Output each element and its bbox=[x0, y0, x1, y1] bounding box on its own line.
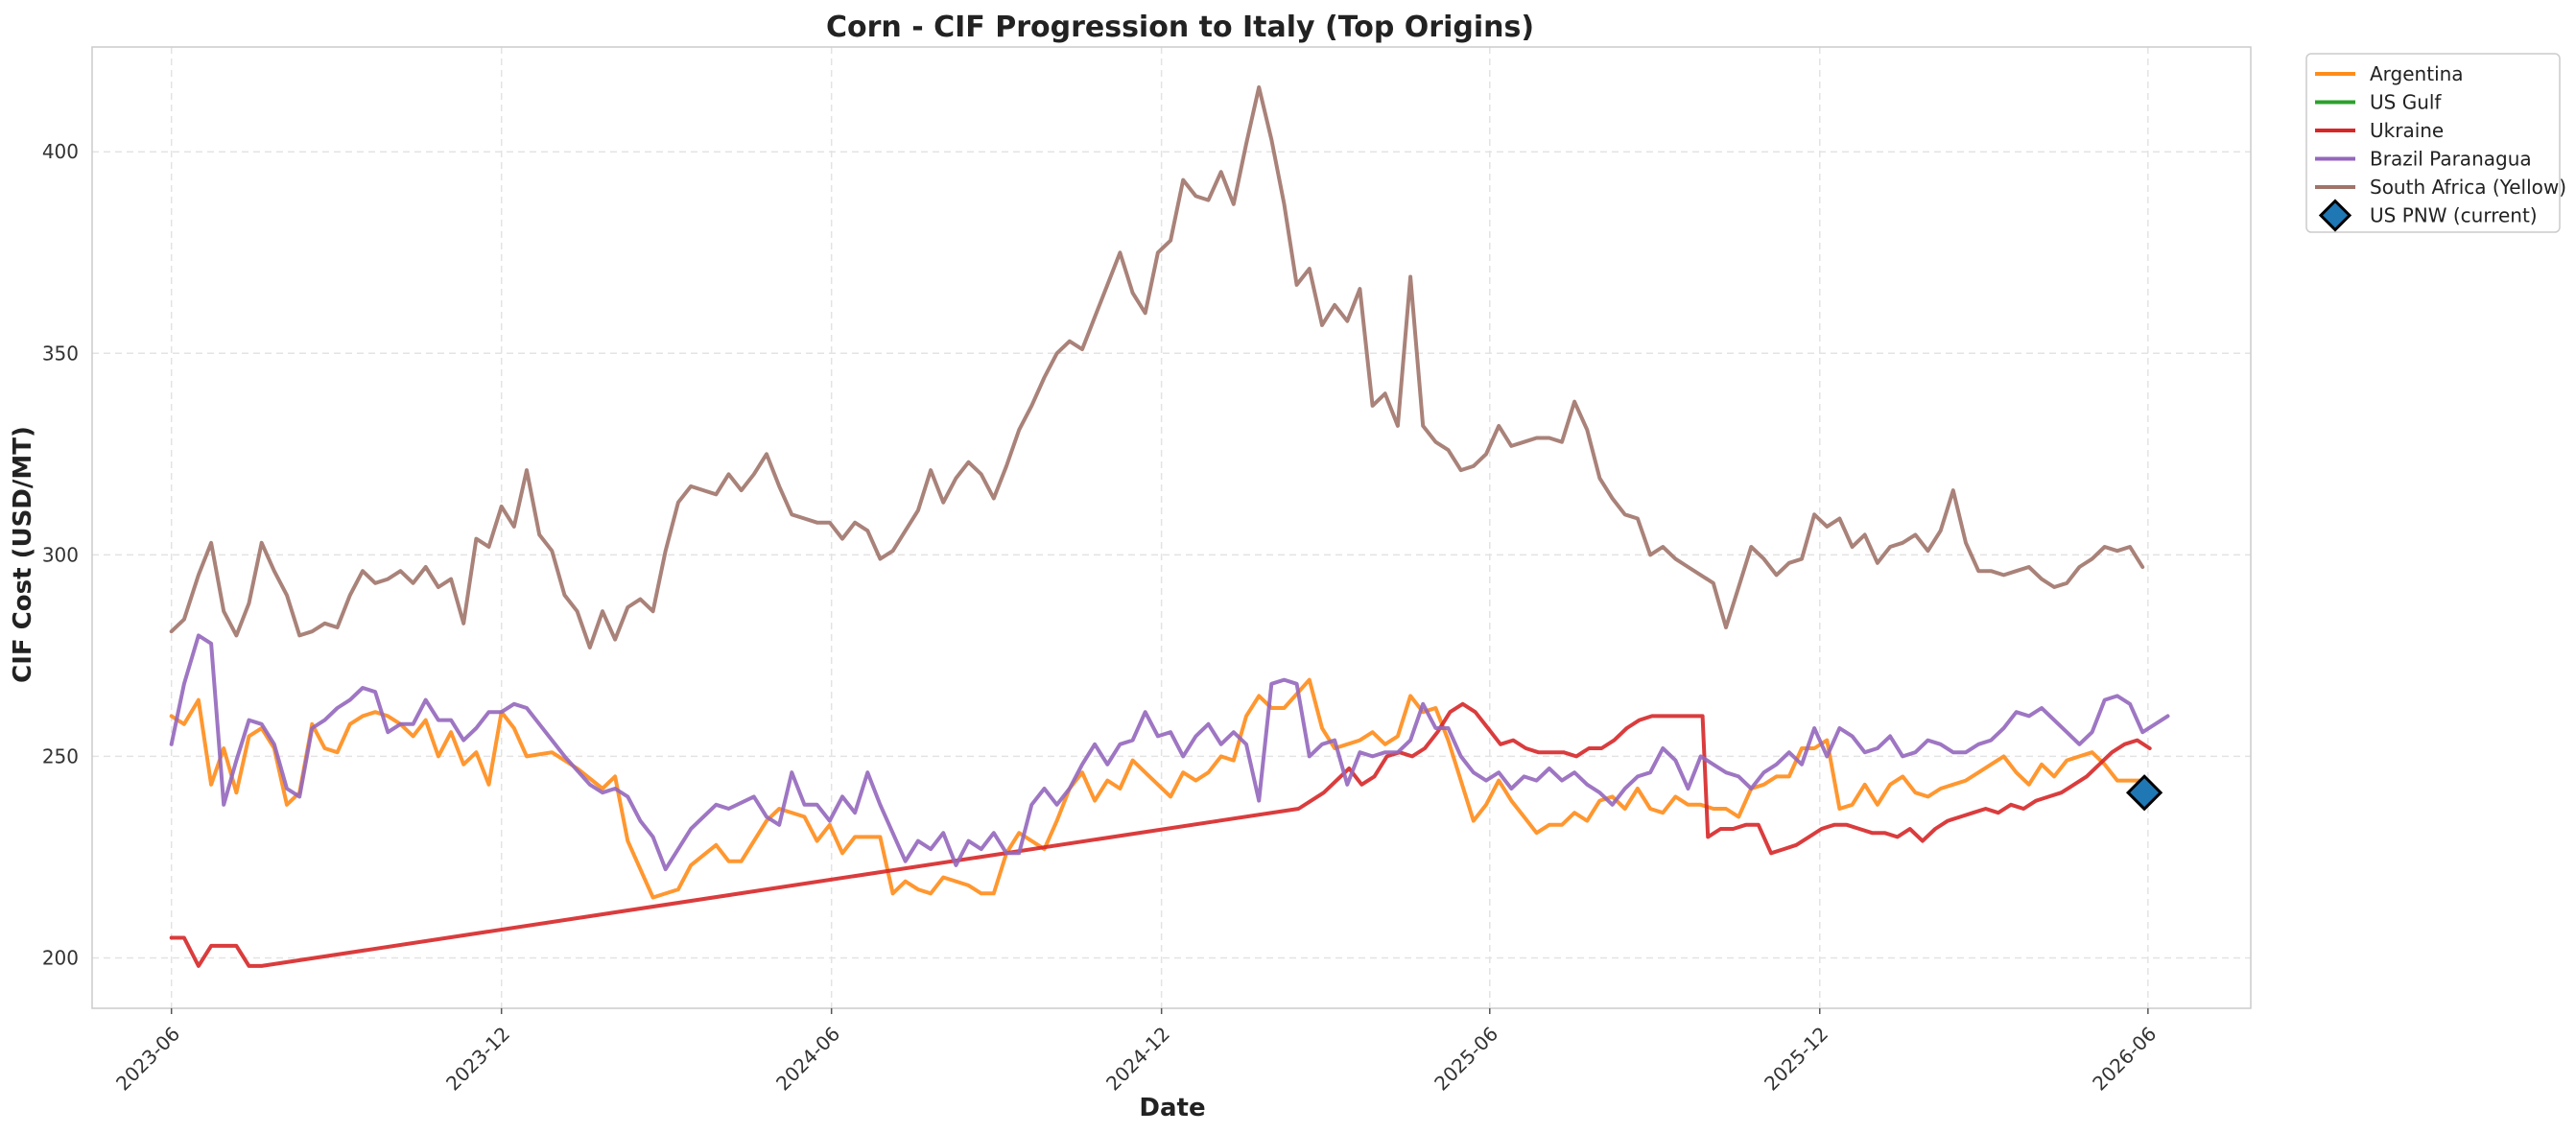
legend-label: US PNW (current) bbox=[2370, 204, 2538, 227]
us-pnw-current-marker bbox=[2125, 774, 2163, 812]
series-lines bbox=[169, 85, 2170, 968]
y-tick-label: 400 bbox=[42, 140, 79, 163]
legend-label: Argentina bbox=[2370, 62, 2464, 85]
plot-frame bbox=[91, 46, 2252, 1009]
y-tick-label: 200 bbox=[42, 946, 79, 969]
current-markers bbox=[2125, 774, 2163, 812]
series-line-argentina bbox=[169, 677, 2145, 900]
y-axis-ticks: 200 250 300 350 400 bbox=[42, 140, 79, 969]
y-tick-label: 300 bbox=[42, 543, 79, 566]
y-axis-label: CIF Cost (USD/MT) bbox=[9, 426, 37, 683]
legend-swatch-diamond bbox=[2318, 199, 2352, 232]
y-tick-label: 250 bbox=[42, 744, 79, 767]
grid-lines bbox=[92, 47, 2251, 1008]
chart-title: Corn - CIF Progression to Italy (Top Ori… bbox=[826, 11, 1534, 44]
x-axis-label: Date bbox=[1139, 1094, 1205, 1122]
legend-label: Brazil Paranagua bbox=[2370, 148, 2532, 171]
series-line-brazil-paranagua bbox=[169, 633, 2170, 872]
legend-label: South Africa (Yellow) bbox=[2370, 176, 2566, 199]
legend: Argentina US Gulf Ukraine Brazil Paranagua S… bbox=[2305, 53, 2566, 233]
legend-label: US Gulf bbox=[2370, 91, 2442, 114]
series-line-ukraine bbox=[169, 701, 2152, 968]
series-line-south-africa-yellow bbox=[169, 85, 2145, 649]
legend-label: Ukraine bbox=[2370, 119, 2444, 142]
y-tick-label: 350 bbox=[42, 342, 79, 365]
legend-box bbox=[2305, 53, 2561, 233]
